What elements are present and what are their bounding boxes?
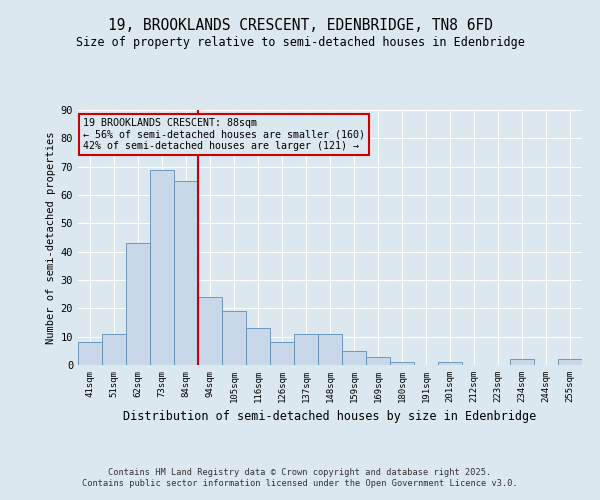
Text: Contains HM Land Registry data © Crown copyright and database right 2025.
Contai: Contains HM Land Registry data © Crown c… [82, 468, 518, 487]
Bar [222, 311, 246, 365]
Bar [318, 334, 342, 365]
Bar [558, 360, 582, 365]
Bar [510, 360, 534, 365]
Bar [366, 356, 390, 365]
Bar [102, 334, 126, 365]
X-axis label: Distribution of semi-detached houses by size in Edenbridge: Distribution of semi-detached houses by … [124, 410, 536, 424]
Bar [294, 334, 318, 365]
Bar [270, 342, 294, 365]
Bar [78, 342, 102, 365]
Text: 19, BROOKLANDS CRESCENT, EDENBRIDGE, TN8 6FD: 19, BROOKLANDS CRESCENT, EDENBRIDGE, TN8… [107, 18, 493, 32]
Bar [342, 351, 366, 365]
Bar [438, 362, 462, 365]
Bar [246, 328, 270, 365]
Y-axis label: Number of semi-detached properties: Number of semi-detached properties [46, 131, 56, 344]
Bar [126, 243, 150, 365]
Text: Size of property relative to semi-detached houses in Edenbridge: Size of property relative to semi-detach… [76, 36, 524, 49]
Bar [198, 297, 222, 365]
Bar [150, 170, 174, 365]
Bar [390, 362, 414, 365]
Bar [174, 181, 198, 365]
Text: 19 BROOKLANDS CRESCENT: 88sqm
← 56% of semi-detached houses are smaller (160)
42: 19 BROOKLANDS CRESCENT: 88sqm ← 56% of s… [83, 118, 365, 151]
